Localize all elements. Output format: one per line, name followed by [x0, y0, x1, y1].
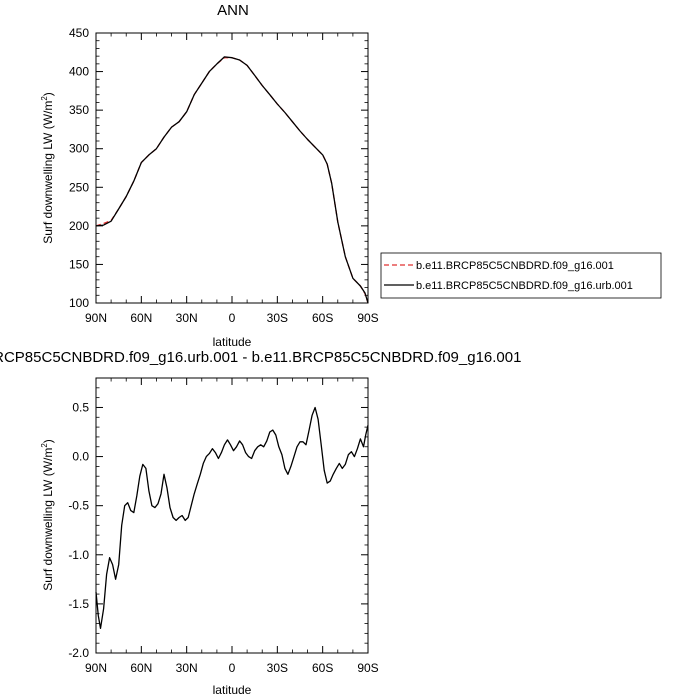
bottom-xtick-label: 30S [267, 661, 288, 675]
bottom-xtick-label: 60S [312, 661, 333, 675]
bottom-xtick-label: 90N [85, 661, 107, 675]
bottom-ylabel-text: Surf downwelling LW (W/m [41, 448, 55, 591]
top-ytick-label: 200 [69, 219, 89, 233]
bottom-chart-series [95, 406, 369, 630]
top-chart-xlabel: latitude [213, 335, 252, 349]
top-ytick-label: 100 [69, 296, 89, 310]
bottom-xtick-label: 90S [357, 661, 378, 675]
top-ytick-label: 400 [69, 65, 89, 79]
top-ylabel-sup: 2 [40, 96, 49, 101]
bottom-chart-title: b.e11.BRCP85C5CNBDRD.f09_g16.urb.001 - b… [0, 349, 521, 366]
legend-box [380, 252, 662, 299]
bottom-ytick-label: -2.0 [68, 646, 89, 660]
top-xtick-label: 90N [85, 311, 107, 325]
top-chart-ylabel: Surf downwelling LW (W/m2) [40, 92, 55, 244]
top-xtick-label: 30N [176, 311, 198, 325]
bottom-ytick-label: 0.5 [72, 400, 89, 414]
top-xtick-label: 0 [229, 311, 236, 325]
bottom-chart: b.e11.BRCP85C5CNBDRD.f09_g16.urb.001 - b… [0, 349, 521, 697]
top-chart-frame [95, 32, 369, 304]
legend-label-series-2: b.e11.BRCP85C5CNBDRD.f09_g16.urb.001 [416, 280, 633, 292]
bottom-chart-xlabel: latitude [213, 683, 252, 697]
bottom-xtick-label: 30N [176, 661, 198, 675]
top-ytick-label: 450 [69, 26, 89, 40]
top-xtick-label: 60N [130, 311, 152, 325]
bottom-ytick-label: -1.0 [68, 548, 89, 562]
top-chart-ticks: 90N 60N 30N 0 30S 60S 90S 100 150 200 250 300 350 400… [69, 26, 379, 325]
top-chart: ANN 90N 60N 30N 0 30S 60S 90S 100 150 200 250 300 35… [40, 2, 662, 349]
top-ytick-label: 250 [69, 180, 89, 194]
bottom-ytick-label: 0.0 [72, 450, 89, 464]
bottom-chart-ylabel: Surf downwelling LW (W/m2) [40, 439, 55, 591]
top-xtick-label: 30S [267, 311, 288, 325]
top-chart-series [95, 56, 369, 304]
top-xtick-label: 90S [357, 311, 378, 325]
top-ylabel-text: Surf downwelling LW (W/m [41, 101, 55, 244]
bottom-chart-ticks: 90N 60N 30N 0 30S 60S 90S -2.0 -1.5 -1.0 -0.5 0.0 0.… [68, 377, 379, 675]
bottom-xtick-label: 60N [130, 661, 152, 675]
top-chart-title: ANN [217, 2, 249, 19]
top-ylabel-close: ) [41, 92, 55, 96]
top-series-line-1 [95, 57, 369, 304]
top-ytick-label: 350 [69, 103, 89, 117]
top-xtick-label: 60S [312, 311, 333, 325]
top-ytick-label: 300 [69, 142, 89, 156]
bottom-ylabel-sup: 2 [40, 443, 49, 448]
top-chart-legend: b.e11.BRCP85C5CNBDRD.f09_g16.001 b.e11.B… [380, 252, 662, 299]
bottom-series-line-1 [95, 406, 369, 630]
top-series-line-2 [95, 56, 369, 304]
bottom-ylabel-close: ) [41, 439, 55, 443]
legend-label-series-1: b.e11.BRCP85C5CNBDRD.f09_g16.001 [416, 260, 614, 272]
bottom-ytick-label: -1.5 [68, 597, 89, 611]
bottom-chart-frame [95, 377, 369, 654]
bottom-xtick-label: 0 [229, 661, 236, 675]
top-ytick-label: 150 [69, 257, 89, 271]
bottom-ytick-label: -0.5 [68, 499, 89, 513]
